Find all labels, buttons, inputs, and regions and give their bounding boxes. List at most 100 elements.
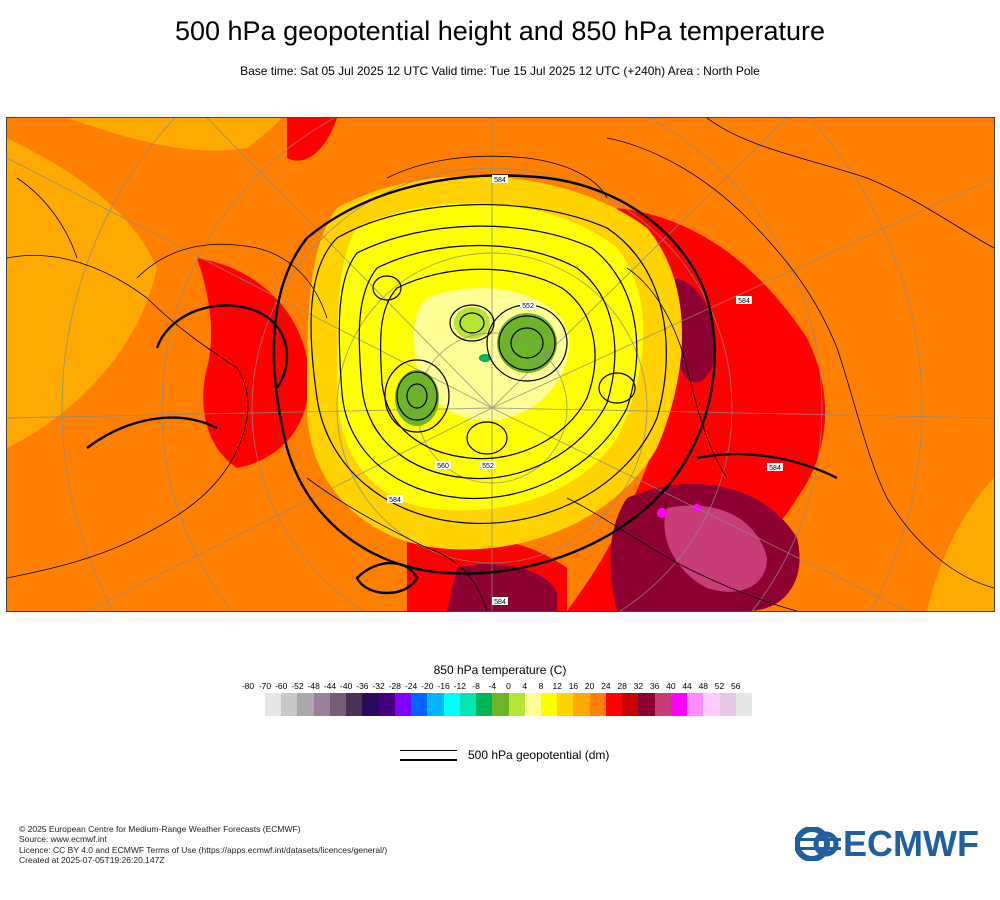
colorbar-tick-label: -12 — [453, 681, 466, 691]
footer-credits: © 2025 European Centre for Medium-Range … — [19, 824, 387, 865]
svg-text:552: 552 — [522, 303, 534, 310]
colorbar-tick-label: -40 — [340, 681, 353, 691]
ecmwf-logo: ECMWF — [795, 823, 985, 864]
colorbar-tick-label: 40 — [666, 681, 676, 691]
svg-text:584: 584 — [738, 298, 750, 305]
colorbar-swatch — [394, 693, 412, 716]
svg-text:584: 584 — [769, 465, 781, 472]
contour-label: 584 — [387, 495, 403, 504]
colorbar-tick-label: -48 — [307, 681, 320, 691]
colorbar-swatch — [540, 693, 558, 716]
colorbar-swatch — [362, 693, 379, 716]
colorbar-tick-label: 12 — [552, 681, 562, 691]
colorbar-tick-label: -80 — [241, 681, 255, 691]
colorbar-swatch — [297, 693, 314, 716]
colorbar-swatch — [329, 693, 347, 716]
colorbar-tick-label: -8 — [472, 681, 480, 691]
contour-label: 584 — [492, 597, 508, 606]
temperature-field-warm-edge-right — [927, 478, 994, 611]
colorbar-swatch — [378, 693, 395, 716]
contour-labels: 584 584 584 584 584 552 552 560 — [387, 175, 783, 606]
colorbar-tick-label: 24 — [601, 681, 611, 691]
colorbar-tick-label: -36 — [356, 681, 369, 691]
temperature-field-hot-topleft — [287, 118, 337, 161]
svg-text:584: 584 — [389, 497, 401, 504]
contour-label: 584 — [767, 463, 783, 472]
colorbar-tick-label: -20 — [421, 681, 434, 691]
colorbar-tick-label: 4 — [522, 681, 528, 691]
geopotential-legend-label: 500 hPa geopotential (dm) — [468, 748, 610, 762]
colorbar-swatch — [670, 693, 688, 716]
colorbar-tick-label: 44 — [682, 681, 692, 691]
colorbar-swatch — [524, 693, 541, 716]
colorbar-swatch — [265, 693, 282, 716]
temperature-field-very-hot-south — [447, 564, 557, 611]
colorbar-swatch — [719, 693, 736, 716]
colorbar-swatch — [313, 693, 330, 716]
colorbar-swatch — [508, 693, 525, 716]
temperature-field-coldest-d — [479, 354, 491, 362]
contour-label: 552 — [520, 301, 536, 310]
colorbar-tick-label: 36 — [649, 681, 660, 691]
colorbar-tick-label: -16 — [437, 681, 450, 691]
forecast-map: 584 584 584 584 584 552 552 560 — [6, 117, 995, 612]
colorbar-swatch — [476, 693, 493, 716]
colorbar-tick-label: -24 — [404, 681, 418, 691]
temperature-field-hotspot — [657, 508, 667, 518]
temperature-legend-colorbar — [265, 693, 753, 716]
colorbar-swatch — [622, 693, 639, 716]
colorbar-swatch — [735, 693, 753, 716]
temperature-field-extreme-east — [664, 505, 767, 592]
temperature-field-coldest-b — [395, 370, 439, 426]
colorbar-swatch — [281, 693, 298, 716]
contour-label: 584 — [736, 296, 752, 305]
contour-label: 560 — [435, 461, 451, 470]
colorbar-tick-label: -28 — [388, 681, 402, 691]
colorbar-tick-label: -70 — [258, 681, 272, 691]
colorbar-swatch — [443, 693, 460, 716]
colorbar-tick-label: 0 — [506, 681, 511, 691]
colorbar-swatch — [411, 693, 428, 716]
svg-text:584: 584 — [494, 599, 506, 606]
temperature-field-coldest-a — [497, 313, 557, 373]
colorbar-swatch — [459, 693, 477, 716]
colorbar-swatch — [589, 693, 606, 716]
colorbar-swatch — [638, 693, 655, 716]
ecmwf-logo-mark — [795, 827, 841, 861]
temperature-legend-title: 850 hPa temperature (C) — [433, 663, 567, 677]
colorbar-swatch — [605, 693, 623, 716]
geopotential-contours — [86, 174, 838, 595]
colorbar-tick-label: 52 — [714, 681, 725, 691]
colorbar-tick-label: -32 — [372, 681, 385, 691]
contour-label: 584 — [492, 175, 508, 184]
footer-created: Created at 2025-07-05T19:26:20.147Z — [19, 854, 165, 865]
colorbar-tick-label: 8 — [538, 681, 544, 691]
geopotential-line-thick — [400, 759, 457, 761]
colorbar-tick-label: 48 — [698, 681, 709, 691]
colorbar-swatch — [346, 693, 363, 716]
colorbar-tick-label: 20 — [584, 681, 595, 691]
temperature-field-coldest-c — [454, 307, 490, 339]
colorbar-tick-label: 32 — [633, 681, 644, 691]
colorbar-tick-label: 16 — [568, 681, 579, 691]
colorbar-tick-label: 28 — [617, 681, 627, 691]
footer-copyright: © 2025 European Centre for Medium-Range … — [19, 824, 301, 834]
colorbar-tick-label: -4 — [488, 681, 497, 691]
contour-label: 552 — [480, 461, 496, 470]
coastlines — [7, 118, 994, 611]
colorbar-tick-label: -60 — [275, 681, 288, 691]
colorbar-swatch — [703, 693, 720, 716]
footer-licence: Licence: CC BY 4.0 and ECMWF Terms of Us… — [19, 844, 388, 855]
colorbar-swatch — [573, 693, 590, 716]
footer-source: Source: www.ecmwf.int — [19, 834, 107, 845]
colorbar-swatch — [557, 693, 574, 716]
chart-title: 500 hPa geopotential height and 850 hPa … — [174, 16, 825, 46]
svg-text:584: 584 — [494, 177, 506, 184]
colorbar-tick-label: -52 — [291, 681, 304, 691]
colorbar-swatch — [492, 693, 509, 716]
temperature-field-warm-edge-top — [67, 118, 282, 151]
chart-subtitle: Base time: Sat 05 Jul 2025 12 UTC Valid … — [240, 64, 760, 78]
colorbar-swatch — [427, 693, 444, 716]
temperature-legend-ticks: -80 -70 -60 -52 -48 -44 -40 -36 -32 -28 -24 -20 -16-… — [242, 681, 758, 693]
colorbar-swatch — [654, 693, 671, 716]
